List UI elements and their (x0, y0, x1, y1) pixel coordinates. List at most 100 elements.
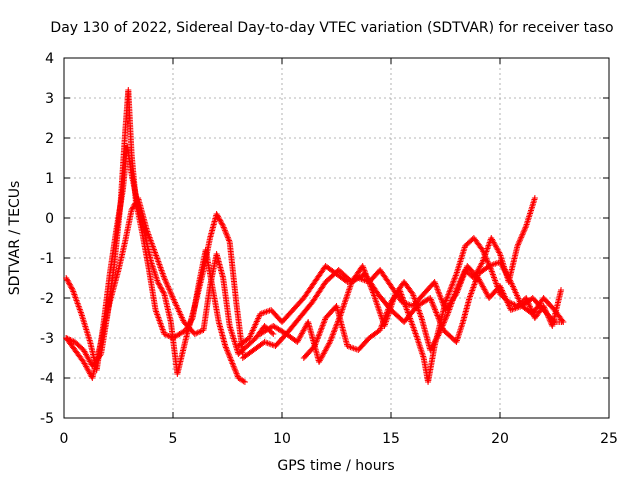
data-point (443, 313, 450, 320)
data-point (319, 322, 326, 329)
data-point (430, 302, 437, 309)
data-point (159, 287, 166, 293)
data-point (435, 315, 442, 322)
data-point (161, 275, 168, 281)
data-point (458, 275, 465, 282)
data-point (68, 285, 75, 292)
series-track-c (63, 195, 277, 381)
data-point (318, 326, 325, 333)
data-point (518, 233, 525, 239)
data-point (459, 274, 466, 281)
data-point (442, 299, 449, 305)
data-point (340, 301, 347, 308)
data-point (522, 224, 529, 231)
data-point (480, 249, 487, 256)
data-point (525, 299, 532, 306)
x-axis: 0 5 10 15 20 25 (60, 58, 618, 447)
data-point (231, 364, 238, 371)
x-axis-label: GPS time / hours (277, 458, 394, 474)
data-point (223, 231, 230, 238)
data-point (428, 297, 435, 304)
data-point (507, 277, 514, 284)
data-point (188, 316, 195, 323)
x-tick-label: 0 (60, 431, 69, 447)
data-point (415, 338, 422, 345)
data-point (221, 225, 228, 232)
data-point (383, 310, 390, 317)
data-point (154, 279, 161, 285)
data-point (416, 342, 423, 349)
data-point (545, 314, 552, 321)
data-point (437, 319, 444, 326)
data-point (317, 328, 324, 335)
data-point (419, 351, 426, 358)
data-point (360, 265, 367, 272)
data-point (342, 297, 349, 304)
data-point (316, 329, 323, 336)
data-point (558, 287, 565, 293)
data-point (438, 296, 445, 303)
data-point (377, 325, 384, 332)
data-point (480, 248, 487, 255)
data-point (374, 303, 381, 310)
x-tick-label: 5 (169, 431, 178, 447)
data-point (457, 325, 464, 332)
data-point (221, 227, 228, 234)
data-point (373, 300, 380, 307)
data-point (510, 301, 517, 307)
data-point (215, 215, 222, 221)
data-point (442, 315, 449, 322)
data-point (444, 294, 451, 301)
data-point (430, 303, 437, 310)
data-point (479, 247, 486, 253)
data-point (169, 293, 176, 300)
data-point (560, 319, 567, 325)
data-point (456, 328, 463, 335)
data-point (419, 350, 426, 357)
data-point (446, 288, 453, 295)
data-point (433, 283, 440, 290)
data-point (439, 324, 446, 331)
data-point (345, 289, 352, 296)
data-point (346, 286, 353, 293)
data-point (541, 304, 548, 311)
data-point (453, 287, 460, 293)
data-point (429, 299, 436, 306)
data-point (166, 286, 173, 293)
data-point (345, 288, 352, 295)
data-point (319, 323, 326, 330)
data-point (188, 317, 195, 324)
data-point (526, 303, 533, 310)
data-point (377, 327, 384, 333)
data-point (436, 292, 443, 299)
data-point (220, 224, 227, 231)
data-point (542, 307, 549, 314)
data-point (314, 335, 321, 342)
data-point (448, 284, 455, 291)
data-point (332, 325, 339, 332)
data-point (438, 322, 445, 329)
data-point (514, 243, 521, 249)
data-point (332, 324, 339, 331)
data-point (327, 337, 334, 344)
data-point (455, 282, 462, 289)
data-point (437, 293, 444, 300)
data-point (163, 280, 170, 287)
y-tick-label: -5 (40, 411, 54, 427)
data-point (316, 331, 323, 338)
data-point (505, 299, 512, 305)
data-point (228, 357, 235, 364)
data-point (156, 283, 163, 289)
data-point (220, 223, 227, 229)
data-point (443, 297, 450, 304)
y-tick-label: 1 (45, 171, 54, 187)
data-point (130, 203, 137, 209)
x-tick-label: 15 (382, 431, 400, 447)
data-point (435, 289, 442, 296)
data-point (233, 370, 240, 377)
data-point (458, 322, 465, 329)
data-point (383, 309, 390, 316)
data-point (163, 279, 170, 286)
data-point (437, 295, 444, 302)
data-point (227, 354, 234, 361)
